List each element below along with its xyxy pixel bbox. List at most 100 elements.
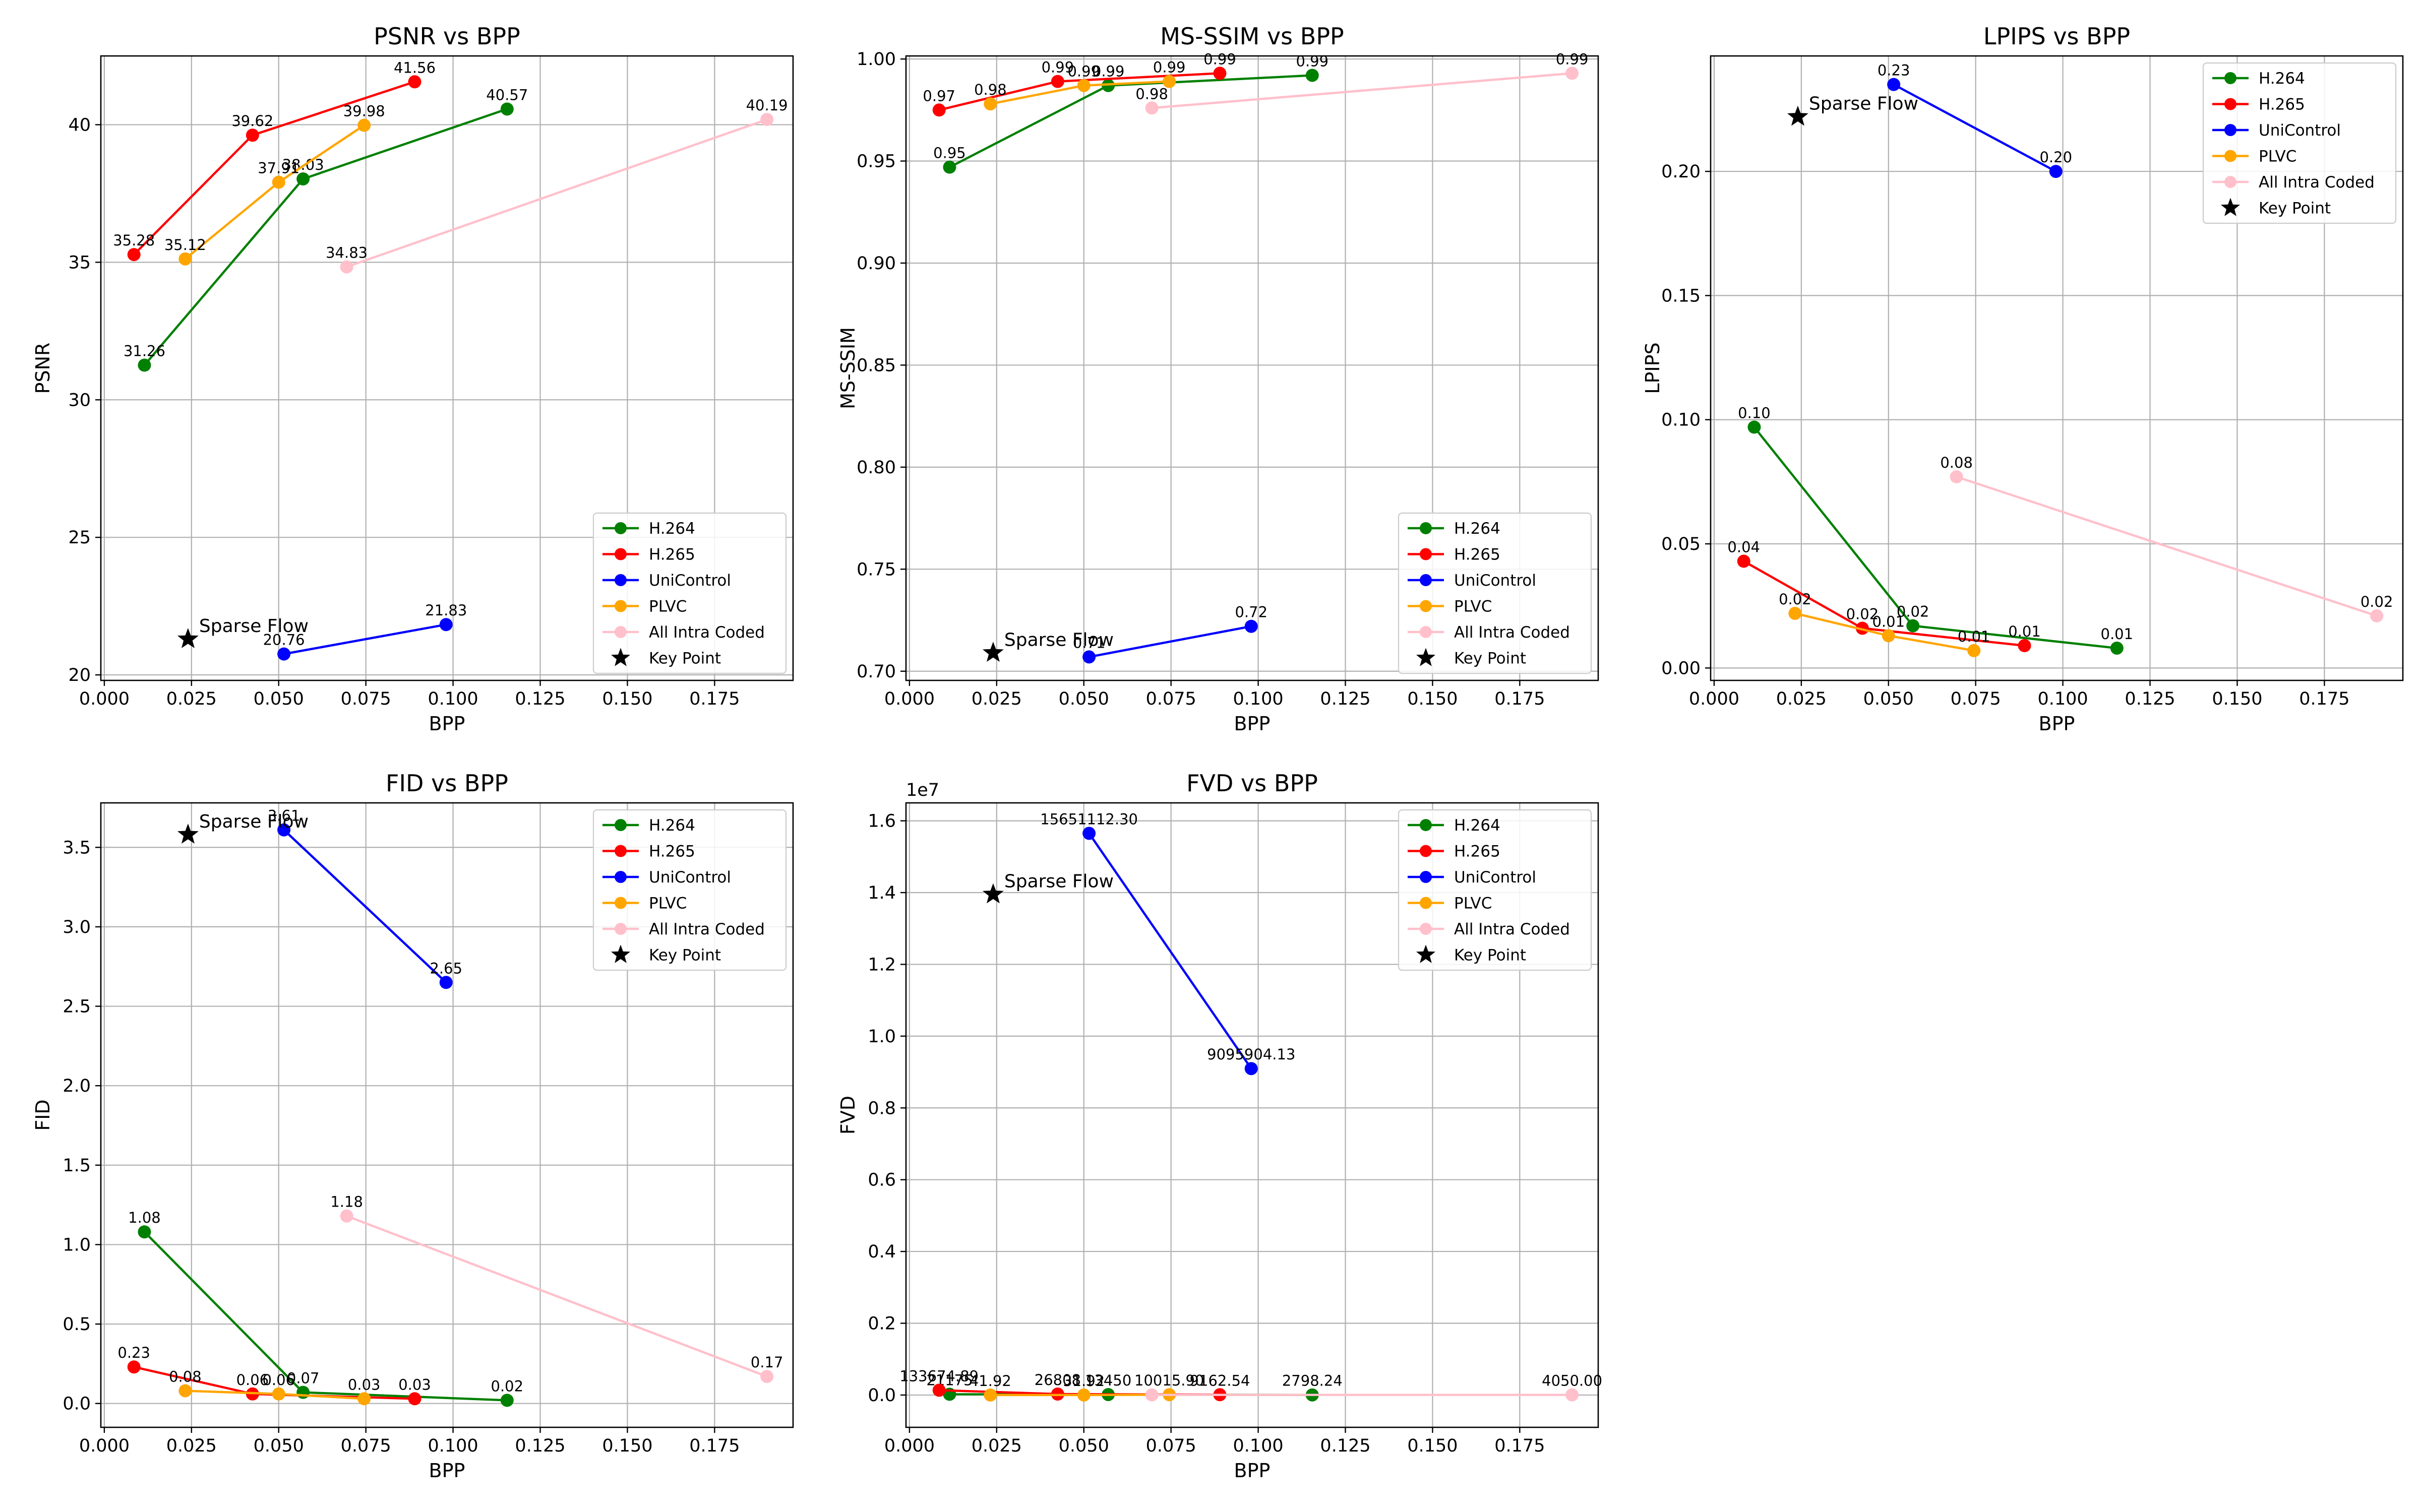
data-label: 1.08 (128, 1209, 161, 1226)
data-point (1082, 650, 1096, 664)
legend-dot-marker (615, 871, 627, 883)
data-label: 0.23 (1878, 62, 1910, 79)
x-tick-label: 0.075 (1951, 689, 2001, 709)
y-tick-label: 0.20 (1661, 162, 1701, 182)
data-label: 0.99 (1092, 63, 1125, 80)
legend-dot-marker (615, 897, 627, 909)
chart-title: MS-SSIM vs BPP (1160, 23, 1344, 50)
series-line-unicontrol (1893, 83, 2056, 173)
legend: H.264 H.265 UniControl PLVC All Intra Coded K… (2202, 62, 2397, 224)
x-tick-label: 0.100 (428, 1436, 478, 1456)
legend-entry: H.265 (649, 546, 695, 564)
data-label: 0.98 (1135, 85, 1168, 102)
legend-entry: Key Point (1454, 947, 1526, 965)
x-axis-label: BPP (2039, 713, 2075, 735)
chart-title: FVD vs BPP (1186, 770, 1318, 797)
y-tick-label: 1.4 (868, 883, 896, 903)
legend-box (592, 809, 787, 971)
legend-entry: PLVC (649, 598, 687, 616)
x-tick-label: 0.075 (341, 1436, 391, 1456)
data-point (138, 358, 151, 372)
legend-star-marker (1416, 944, 1435, 963)
axes-frame (905, 802, 1599, 1428)
data-label: 0.02 (491, 1377, 524, 1395)
key-point-label: Sparse Flow (1809, 94, 1918, 114)
legend-dot-marker (615, 522, 627, 534)
data-point (1145, 1388, 1159, 1402)
data-label: 40.19 (746, 97, 788, 114)
legend-entry: H.264 (1454, 816, 1500, 835)
data-label: 0.10 (1738, 405, 1771, 422)
key-point-label: Sparse Flow (1004, 629, 1114, 650)
y-axis-label: MS-SSIM (837, 327, 859, 409)
key-point-label: Sparse Flow (199, 616, 309, 637)
y-tick-label: 0.80 (857, 458, 896, 478)
y-tick-label: 0.5 (63, 1314, 91, 1335)
data-point (357, 1392, 371, 1406)
data-label: 0.71 (1073, 634, 1106, 651)
data-point (1906, 619, 1920, 633)
data-point (296, 172, 310, 185)
legend-entry: H.264 (649, 816, 695, 835)
legend-dot-marker (615, 923, 627, 935)
legend-dot-marker (2224, 124, 2236, 136)
legend-entry: Key Point (649, 947, 721, 965)
data-label: 0.01 (1872, 613, 1905, 630)
legend-entry: UniControl (649, 868, 731, 887)
y-axis-label: FVD (837, 1096, 859, 1135)
legend-entry: H.264 (649, 520, 695, 538)
y-tick-label: 20 (68, 665, 91, 685)
data-point (932, 103, 946, 117)
data-label: 1.18 (330, 1193, 363, 1211)
data-label: 0.99 (1296, 52, 1329, 70)
data-label: 26808 (1035, 1371, 1081, 1389)
legend-dot-marker (1420, 845, 1432, 857)
y-tick-label: 40 (68, 115, 91, 135)
legend-dot-marker (2224, 176, 2236, 188)
legend-entry: All Intra Coded (1454, 920, 1570, 938)
legend-dot-marker (1420, 522, 1432, 534)
axes-frame (1710, 55, 2404, 681)
x-tick-label: 0.125 (1320, 689, 1370, 709)
data-point (408, 1392, 421, 1406)
data-point (1950, 470, 1963, 484)
legend-entry: Key Point (649, 650, 721, 668)
y-tick-label: 0.4 (868, 1242, 896, 1262)
data-label: 20.76 (263, 632, 305, 649)
data-point (984, 97, 997, 111)
data-label: 9162.54 (1190, 1372, 1250, 1389)
series-line-plvc (184, 124, 365, 260)
data-label: 35.28 (113, 232, 155, 249)
y-tick-label: 30 (68, 390, 91, 410)
series-line-unicontrol (283, 623, 447, 655)
data-point (127, 248, 141, 262)
legend-entry: PLVC (1454, 598, 1492, 616)
data-label: 0.23 (117, 1344, 150, 1361)
x-tick-label: 0.175 (1494, 1436, 1545, 1456)
data-point (340, 260, 353, 274)
data-point (1102, 79, 1115, 92)
data-point (277, 823, 291, 837)
data-label: 0.99 (1556, 50, 1589, 68)
y-tick-label: 2.5 (63, 997, 91, 1017)
legend-box (1398, 809, 1592, 971)
legend-entry: PLVC (1454, 895, 1492, 913)
data-point (296, 1385, 310, 1399)
y-tick-label: 3.5 (63, 838, 91, 858)
chart-panel-1: 0.000 0.025 0.050 0.075 0.100 0.125 0.150 0.175… (32, 23, 794, 735)
data-label: 35.12 (164, 236, 206, 254)
data-point (1747, 420, 1761, 434)
data-label: 0.03 (398, 1376, 431, 1393)
x-tick-label: 0.025 (166, 689, 217, 709)
key-point-label: Sparse Flow (1004, 871, 1114, 892)
legend-entry: H.265 (2259, 96, 2305, 114)
data-point (272, 175, 285, 189)
data-point (127, 1360, 141, 1374)
data-point (1051, 75, 1064, 88)
data-label: 0.06 (236, 1371, 269, 1389)
x-tick-label: 0.000 (79, 1436, 130, 1456)
data-point (2110, 641, 2124, 655)
x-tick-label: 0.175 (1494, 689, 1545, 709)
data-point (178, 1384, 192, 1398)
